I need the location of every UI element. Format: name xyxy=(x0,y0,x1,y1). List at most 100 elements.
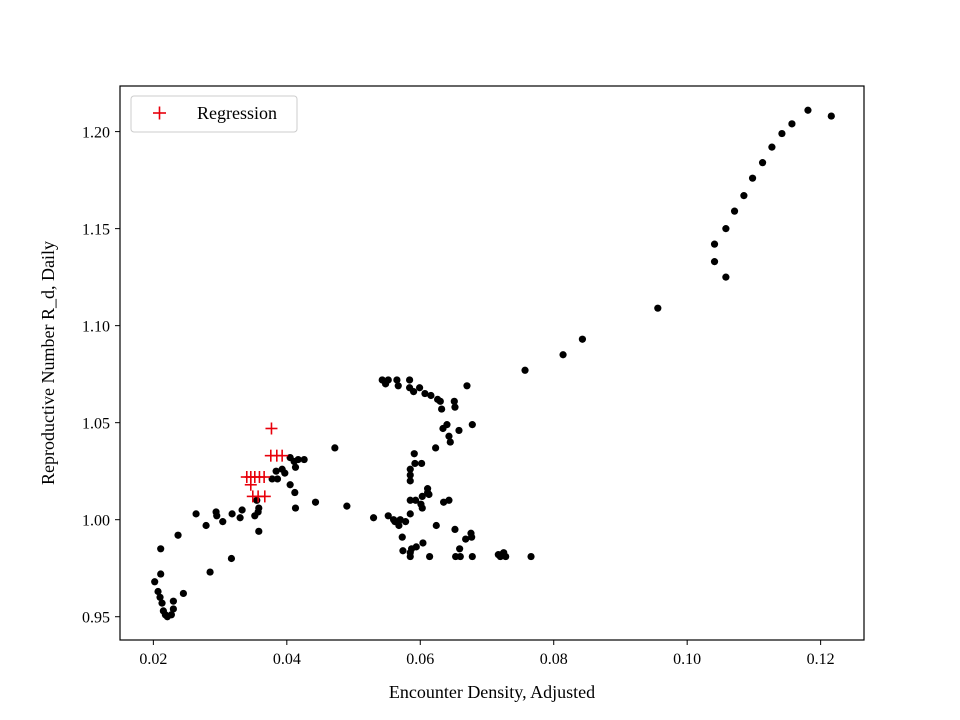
y-axis-label: Reproductive Number R_d, Daily xyxy=(38,241,58,485)
data-point xyxy=(384,512,392,520)
data-point xyxy=(406,465,414,473)
data-point xyxy=(446,438,454,446)
regression-point xyxy=(276,449,289,462)
data-point xyxy=(436,397,444,405)
y-tick-label: 1.10 xyxy=(82,319,110,336)
x-tick-label: 0.02 xyxy=(139,651,167,668)
data-point xyxy=(411,496,420,504)
x-axis-label: Encounter Density, Adjusted xyxy=(389,682,595,702)
data-point xyxy=(331,444,339,452)
data-point xyxy=(578,335,587,343)
data-point xyxy=(468,552,476,561)
data-point xyxy=(253,496,261,504)
legend-label-regression: Regression xyxy=(197,103,277,123)
regression-point xyxy=(244,478,257,491)
data-point xyxy=(406,552,414,561)
data-point xyxy=(291,463,300,471)
data-point xyxy=(419,539,427,547)
data-point xyxy=(286,481,294,489)
data-point xyxy=(778,129,786,138)
data-point xyxy=(394,382,402,390)
data-point xyxy=(455,426,463,435)
data-point xyxy=(406,510,414,518)
data-point xyxy=(311,498,320,506)
data-point xyxy=(158,599,166,607)
data-point xyxy=(398,533,406,541)
data-point xyxy=(228,510,236,518)
data-point xyxy=(157,545,165,553)
data-point xyxy=(740,192,748,200)
data-point xyxy=(169,605,177,613)
data-point xyxy=(219,518,227,526)
x-axis: 0.02 0.04 0.06 0.08 0.10 0.12 xyxy=(139,640,835,668)
y-tick-label: 0.95 xyxy=(82,610,110,627)
data-point xyxy=(174,531,182,539)
data-point xyxy=(438,405,446,413)
data-point xyxy=(450,397,458,405)
data-point xyxy=(393,376,401,384)
data-point xyxy=(654,304,662,312)
data-point xyxy=(291,488,299,497)
data-point xyxy=(502,552,510,561)
data-point xyxy=(730,207,739,215)
data-point xyxy=(768,143,776,151)
data-point xyxy=(213,512,221,520)
data-point xyxy=(427,391,435,400)
data-point xyxy=(238,506,246,514)
data-point xyxy=(405,376,414,384)
data-point xyxy=(559,351,567,359)
data-point xyxy=(788,120,796,128)
data-point xyxy=(710,240,719,248)
data-point xyxy=(384,376,392,384)
data-point xyxy=(154,587,162,596)
y-tick-label: 1.05 xyxy=(82,416,110,433)
data-point xyxy=(406,471,414,479)
data-point xyxy=(255,504,263,512)
data-point xyxy=(272,467,280,475)
data-point xyxy=(179,589,187,598)
regression-point xyxy=(265,422,278,435)
data-point xyxy=(273,475,282,483)
data-point xyxy=(409,388,418,396)
data-point xyxy=(418,492,426,501)
data-point xyxy=(156,593,164,601)
data-point xyxy=(268,475,276,483)
data-point xyxy=(167,611,175,619)
data-point xyxy=(255,527,263,535)
data-point xyxy=(369,514,378,522)
y-axis: 0.95 1.00 1.05 1.10 1.15 1.20 xyxy=(82,125,120,627)
data-point xyxy=(748,174,757,182)
data-point xyxy=(418,504,426,512)
data-point xyxy=(412,543,420,551)
y-tick-label: 1.00 xyxy=(82,513,110,530)
data-point xyxy=(521,366,529,374)
data-point xyxy=(722,225,730,233)
data-point xyxy=(227,554,236,563)
data-point xyxy=(202,521,210,530)
data-point xyxy=(151,578,159,586)
x-tick-label: 0.04 xyxy=(273,651,301,668)
data-point xyxy=(294,455,302,464)
data-point xyxy=(421,389,429,398)
data-point xyxy=(827,112,835,120)
data-point xyxy=(192,510,200,518)
data-point xyxy=(291,504,300,512)
data-point xyxy=(406,496,414,504)
data-point xyxy=(236,514,244,522)
data-point xyxy=(411,459,419,468)
data-point xyxy=(300,455,308,464)
regression-point xyxy=(258,471,271,484)
plot-area xyxy=(151,106,835,621)
data-point xyxy=(401,518,410,526)
data-point xyxy=(722,273,730,281)
data-point xyxy=(281,469,289,477)
data-point xyxy=(468,421,476,429)
y-tick-label: 1.15 xyxy=(82,222,110,239)
data-point xyxy=(456,545,464,553)
data-point xyxy=(445,432,453,440)
data-point xyxy=(432,444,440,452)
data-point xyxy=(456,552,464,561)
legend-box xyxy=(130,95,298,133)
data-point xyxy=(468,533,476,541)
